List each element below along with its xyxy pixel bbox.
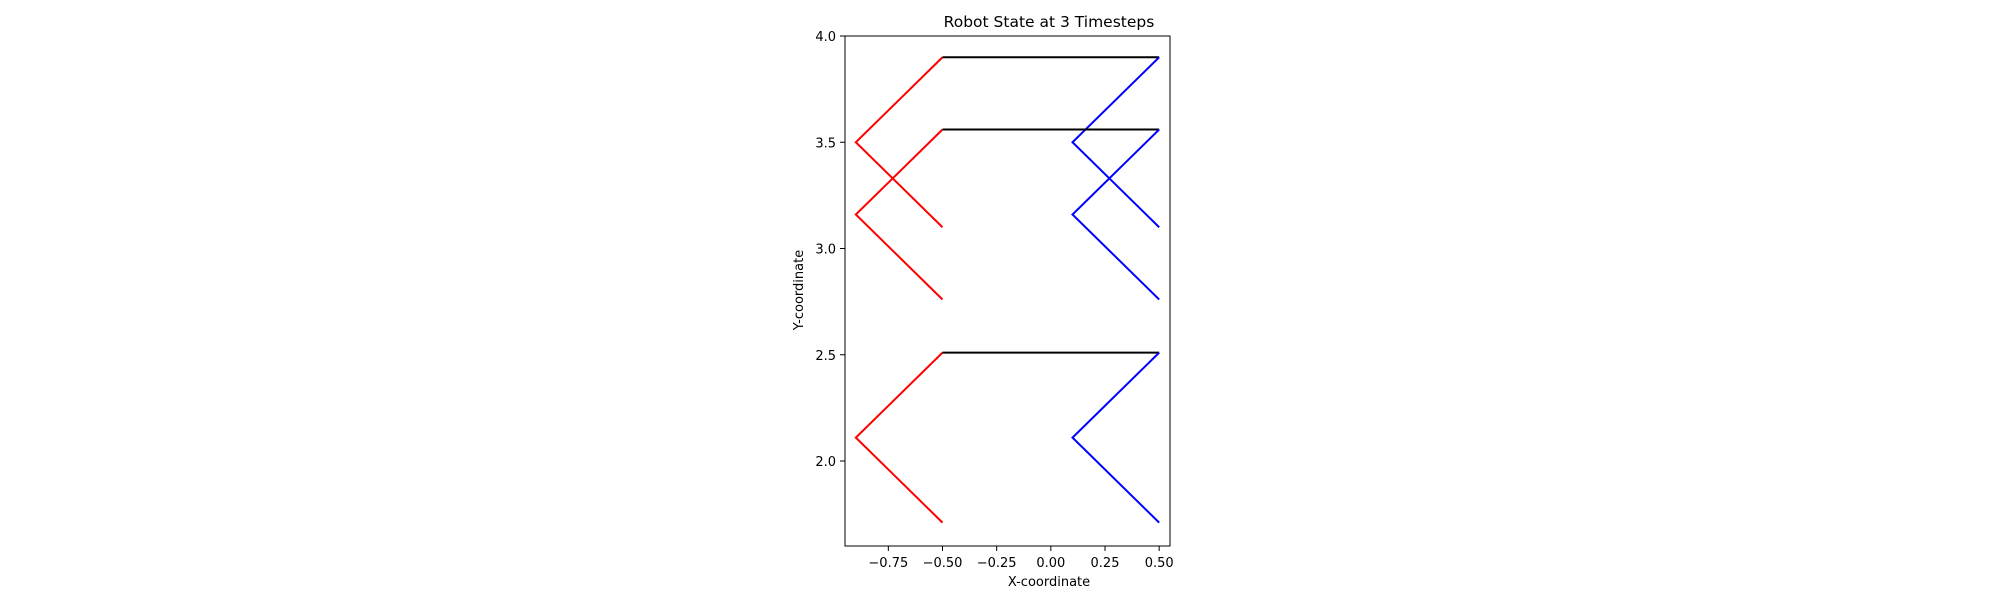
y-tick-label: 3.0 xyxy=(815,243,836,258)
timestep-1-left-leg-line xyxy=(854,56,944,228)
timestep-2-left-leg-line xyxy=(854,128,944,301)
x-axis-label: X-coordinate xyxy=(1008,575,1090,590)
y-tick-label: 3.5 xyxy=(815,136,836,151)
y-tick-label: 2.5 xyxy=(815,349,836,364)
plot-frame xyxy=(844,35,1171,547)
x-tick-label: −0.75 xyxy=(868,556,908,571)
timestep-3-left-leg-line xyxy=(854,351,944,524)
y-tick-label: 2.0 xyxy=(815,455,836,470)
axis-ticks: −0.75 −0.50 −0.25 0.00 0.25 0.50 2.0 2.5 3.0 3.5 4… xyxy=(815,30,1173,571)
y-axis-label: Y-coordinate xyxy=(792,250,807,331)
x-tick-label: 0.25 xyxy=(1091,556,1120,571)
x-tick-label: 0.00 xyxy=(1036,556,1065,571)
timestep-2-right-leg-line xyxy=(1071,128,1160,301)
x-tick-label: 0.50 xyxy=(1145,556,1174,571)
chart-title: Robot State at 3 Timesteps xyxy=(944,13,1155,31)
x-tick-label: −0.25 xyxy=(977,556,1017,571)
timestep-1-right-leg-line xyxy=(1071,56,1160,228)
timestep-3-right-leg-line xyxy=(1071,351,1160,524)
y-tick-label: 4.0 xyxy=(815,30,836,45)
x-tick-label: −0.50 xyxy=(923,556,963,571)
plot-marks xyxy=(854,56,1160,524)
